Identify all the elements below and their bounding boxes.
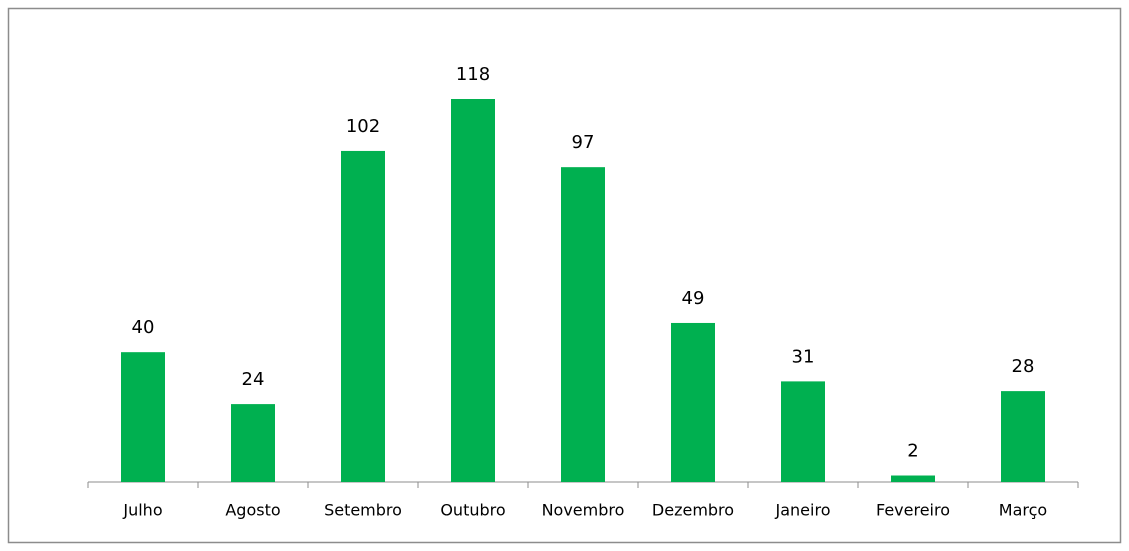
data-label: 49 <box>682 288 705 309</box>
x-tick-label: Dezembro <box>652 501 734 520</box>
bar <box>781 381 825 482</box>
data-label: 28 <box>1012 356 1035 377</box>
bar <box>1001 391 1045 482</box>
x-tick-label: Janeiro <box>775 501 831 520</box>
data-label: 24 <box>242 369 265 390</box>
x-tick-label: Setembro <box>324 501 402 520</box>
bar <box>121 352 165 482</box>
data-label: 31 <box>792 346 815 367</box>
x-tick-label: Março <box>999 501 1047 520</box>
x-tick-label: Outubro <box>440 501 505 520</box>
data-label: 40 <box>132 317 155 338</box>
x-tick-label: Agosto <box>225 501 280 520</box>
data-label: 102 <box>346 116 380 137</box>
data-label: 2 <box>907 441 918 462</box>
data-label: 118 <box>456 64 490 85</box>
x-tick-label: Fevereiro <box>876 501 950 520</box>
bar <box>561 167 605 482</box>
data-label: 97 <box>572 132 595 153</box>
x-tick-label: Novembro <box>542 501 625 520</box>
bar <box>451 99 495 483</box>
bar <box>891 475 935 482</box>
x-tick-label: Julho <box>122 501 162 520</box>
bar <box>671 322 715 482</box>
bar <box>341 150 385 483</box>
bar <box>231 404 275 482</box>
